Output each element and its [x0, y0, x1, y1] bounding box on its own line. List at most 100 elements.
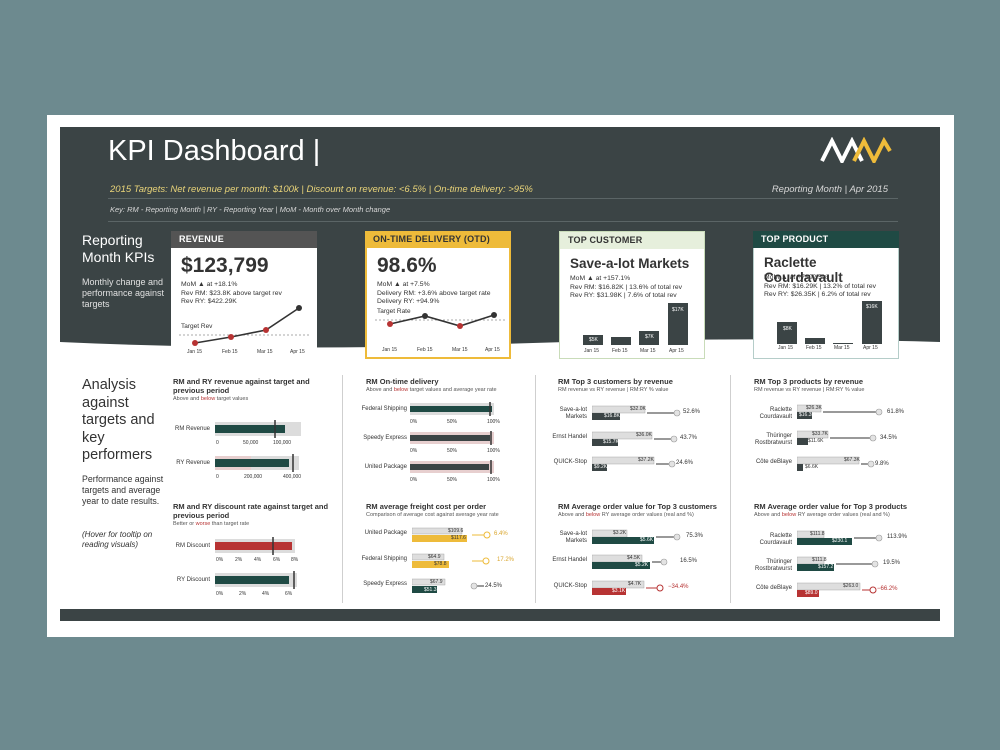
tick: 0% — [410, 448, 418, 454]
row-label: Ernst Handel — [552, 557, 587, 563]
tick: 8% — [291, 557, 299, 563]
month-label: Mar 15 — [452, 347, 468, 353]
cust-ernst-bars[interactable] — [592, 431, 702, 447]
bar-label: $16.8K — [604, 413, 620, 419]
bar-label: $6.6K — [805, 464, 819, 470]
row-label: Federal Shipping — [361, 556, 407, 562]
aov-cust-ernst-bars[interactable] — [592, 554, 702, 570]
row-label: Raclette Courdavault — [759, 407, 792, 420]
aov-customers-panel: RM Average order value for Top 3 custome… — [558, 502, 717, 518]
row-label: RM Revenue — [174, 426, 210, 432]
revenue-card[interactable]: REVENUE $123,799 MoM ▲ at +18.1% Rev RM:… — [171, 231, 317, 359]
aov-cust-savealot-bars[interactable] — [592, 529, 702, 545]
pct-label: 34.5% — [880, 435, 898, 441]
prod-cote-bars[interactable] — [797, 456, 907, 472]
bar-label: $67.3K — [844, 457, 860, 463]
ry-revenue-bullet[interactable] — [215, 454, 310, 472]
row-label: Thüringer Rostbratwurst — [754, 433, 792, 446]
aov-prod-cote-bars[interactable] — [797, 582, 907, 598]
card-header: REVENUE — [171, 231, 317, 248]
otd-speedy-bullet[interactable] — [410, 431, 500, 445]
row-label: QUICK-Stop — [553, 459, 587, 465]
pct-label: −66.2% — [877, 586, 898, 592]
top-customer-details: MoM ▲ at +157.1% Rev RM: $16.82K | 13.6%… — [570, 275, 683, 299]
pct-label: 9.8% — [875, 461, 889, 467]
pct-label: 19.5% — [883, 560, 901, 566]
footer-bar — [60, 609, 940, 621]
pct-label: 24.5% — [485, 583, 503, 589]
pct-label: 61.8% — [887, 409, 905, 415]
bar-label: $37.2K — [638, 457, 654, 463]
month-label: Jan 15 — [382, 347, 398, 353]
top-customer-value: Save-a-lot Markets — [570, 256, 690, 271]
month-label: Jan 15 — [584, 348, 600, 354]
cust-quickstop-bars[interactable] — [592, 456, 702, 472]
tick: 50,000 — [243, 440, 259, 446]
bar-label: $3.1K — [612, 588, 626, 594]
reporting-month: Reporting Month | Apr 2015 — [771, 184, 888, 195]
analysis-sub: Performance against targets and average … — [82, 474, 164, 506]
row-label: Save-a-lot Markets — [559, 531, 587, 544]
month-label: Mar 15 — [257, 349, 273, 355]
row-label: RY Revenue — [176, 460, 210, 466]
pct-label: 24.6% — [676, 460, 694, 466]
month-label: Apr 15 — [485, 347, 500, 353]
tick: 2% — [235, 557, 243, 563]
pct-label: 43.7% — [680, 435, 698, 441]
freight-speedy-bars[interactable] — [412, 578, 522, 594]
otd-united-bullet[interactable] — [410, 460, 500, 474]
aov-cust-quickstop-bars[interactable] — [592, 580, 702, 596]
bar-label: $17K — [672, 307, 684, 313]
top-product-bars — [777, 301, 882, 344]
top-product-card[interactable]: TOP PRODUCT Raclette Courdavault MoM ▲ a… — [753, 231, 899, 359]
analysis-heading: Analysis against targets and key perform… — [82, 377, 155, 463]
pct-label: 113.9% — [887, 534, 907, 540]
bar-label: $16K — [866, 304, 878, 310]
tick: 100% — [487, 419, 500, 425]
month-label: Jan 15 — [778, 345, 794, 351]
month-label: Feb 15 — [222, 349, 238, 355]
bar-label: $67.9 — [430, 579, 443, 585]
rm-discount-bullet[interactable] — [215, 537, 310, 555]
bar-label: $15.7K — [603, 439, 619, 445]
otd-details: MoM ▲ at +7.5% Delivery RM: +3.6% above … — [377, 281, 491, 305]
otd-card[interactable]: ON-TIME DELIVERY (OTD) 98.6% MoM ▲ at +7… — [365, 231, 511, 359]
bar-label: $51.3 — [424, 587, 437, 593]
card-header: TOP PRODUCT — [753, 231, 899, 248]
row-label: United Package — [364, 464, 407, 470]
month-label: Feb 15 — [612, 348, 628, 354]
freight-united-bars[interactable] — [412, 527, 522, 543]
prod-thuringer-bars[interactable] — [797, 430, 907, 446]
otd-panel: RM On-time delivery Above and below targ… — [366, 377, 497, 393]
top-customers-panel: RM Top 3 customers by revenue RM revenue… — [558, 377, 673, 393]
bar-label: $32.0K — [630, 406, 646, 412]
tick: 2% — [239, 591, 247, 597]
bar-label: $5.2K — [635, 562, 649, 568]
tick: 100,000 — [273, 440, 292, 446]
freight-panel: RM average freight cost per order Compar… — [366, 502, 499, 518]
pct-label: 17.2% — [497, 557, 515, 563]
rm-revenue-bullet[interactable] — [215, 420, 310, 438]
freight-federal-bars[interactable] — [412, 553, 522, 569]
key-line: Key: RM - Reporting Month | RY - Reporti… — [110, 205, 391, 214]
month-label: Feb 15 — [806, 345, 822, 351]
row-label: Ernst Handel — [552, 434, 587, 440]
revenue-bullet-panel: RM and RY revenue against target and pre… — [173, 377, 310, 402]
top-customer-card[interactable]: TOP CUSTOMER Save-a-lot Markets MoM ▲ at… — [559, 231, 705, 359]
top-customer-bars — [583, 303, 688, 345]
month-label: Mar 15 — [640, 348, 656, 354]
targets-line: 2015 Targets: Net revenue per month: $10… — [110, 184, 533, 195]
month-label: Mar 15 — [834, 345, 850, 351]
month-label: Jan 15 — [187, 349, 203, 355]
aov-prod-thuringer-bars[interactable] — [797, 556, 907, 572]
row-label: Speedy Express — [363, 581, 407, 587]
row-label: Raclette Courdavault — [759, 533, 792, 546]
otd-federal-bullet[interactable] — [410, 402, 500, 416]
ry-discount-bullet[interactable] — [215, 571, 310, 589]
top-product-details: MoM ▲ at +7302.5% Rev RM: $16.29K | 13.2… — [764, 274, 877, 298]
tick: 50% — [447, 477, 458, 483]
cust-savealot-bars[interactable] — [592, 405, 702, 421]
tick: 0 — [216, 440, 219, 446]
aov-prod-raclette-bars[interactable] — [797, 530, 907, 546]
prod-raclette-bars[interactable] — [797, 404, 907, 420]
